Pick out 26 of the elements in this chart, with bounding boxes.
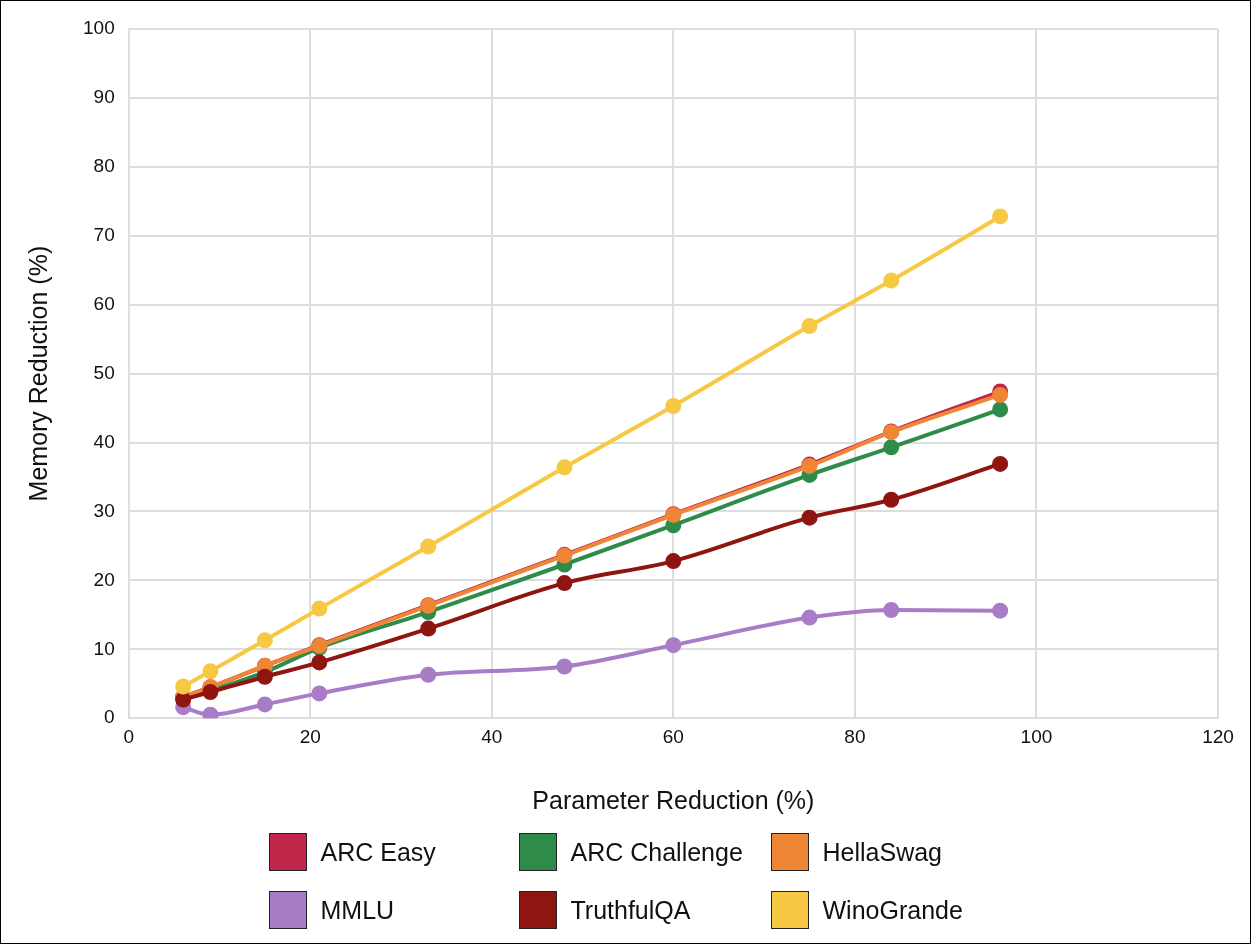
y-tick-label: 100 bbox=[83, 17, 115, 39]
y-tick-label: 40 bbox=[93, 430, 115, 452]
x-tick-label: 120 bbox=[1202, 725, 1234, 747]
x-tick-label: 60 bbox=[662, 725, 684, 747]
y-tick-label: 80 bbox=[93, 155, 115, 177]
x-tick-label: 0 bbox=[123, 725, 134, 747]
y-tick-label: 10 bbox=[93, 637, 115, 659]
legend-label: HellaSwag bbox=[822, 837, 943, 867]
y-tick-label: 60 bbox=[93, 292, 115, 314]
x-tick-label: 80 bbox=[844, 725, 866, 747]
y-tick-label: 70 bbox=[93, 223, 115, 245]
y-tick-label: 20 bbox=[93, 568, 115, 590]
legend-label: ARC Challenge bbox=[570, 837, 743, 867]
x-axis-title: Parameter Reduction (%) bbox=[532, 785, 815, 814]
x-tick-label: 20 bbox=[299, 725, 321, 747]
x-tick-label: 100 bbox=[1020, 725, 1053, 747]
y-tick-label: 50 bbox=[93, 361, 115, 383]
y-tick-label: 90 bbox=[93, 86, 115, 108]
legend-label: WinoGrande bbox=[822, 895, 963, 925]
legend-label: TruthfulQA bbox=[570, 895, 691, 925]
legend-label: MMLU bbox=[320, 895, 395, 925]
x-tick-label: 40 bbox=[481, 725, 503, 747]
y-axis-title: Memory Reduction (%) bbox=[23, 245, 52, 502]
legend-label: ARC Easy bbox=[320, 837, 436, 867]
y-tick-label: 30 bbox=[93, 499, 115, 521]
y-tick-label: 0 bbox=[104, 706, 115, 728]
